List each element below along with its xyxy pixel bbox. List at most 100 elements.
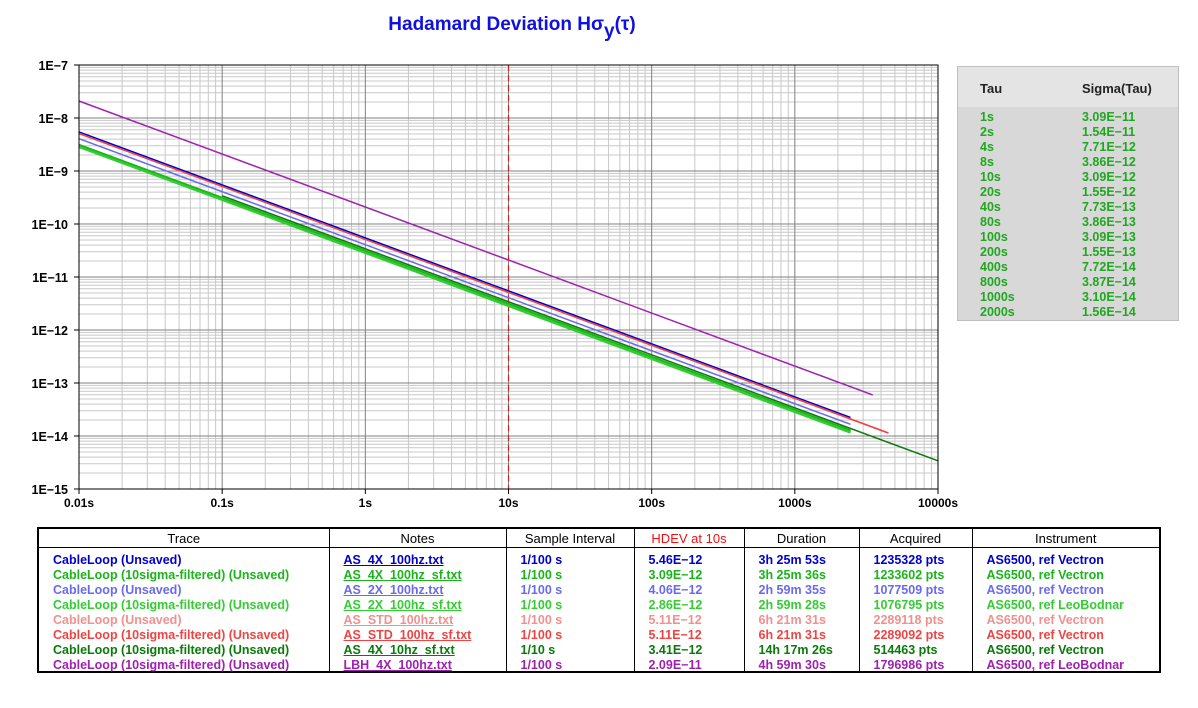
tau-row: 2000s 1.56E−14 [958,305,1178,320]
sigma-value: 1.56E−14 [1082,305,1136,319]
legend-cell-trace: CableLoop (10sigma-filtered) (Unsaved) [39,567,330,582]
sigma-value: 7.73E−13 [1082,200,1136,214]
legend-cell-hdev: 3.41E−12 [634,642,745,657]
series-line [78,145,851,434]
legend-cell-acquired: 1076795 pts [859,597,973,612]
y-tick-label: 1E−11 [32,271,68,285]
tau-row: 2s 1.54E−11 [958,125,1178,140]
legend-cell-instrument: AS6500, ref Vectron [986,552,1104,567]
legend-cell-hdev: 2.86E−12 [634,597,745,612]
legend-cell-notes: AS_STD_100hz.txt [329,612,507,627]
tau-value: 1000s [980,290,1015,304]
x-tick-label: 1000s [778,496,812,510]
tau-row: 1000s 3.10E−14 [958,290,1178,305]
legend-cell-duration: 6h 21m 31s [744,627,860,642]
legend-cell-hdev: 2.09E−11 [634,657,745,672]
tau-row: 8s 3.86E−12 [958,155,1178,170]
tau-row: 800s 3.87E−14 [958,275,1178,290]
legend-cell-interval: 1/100 s [506,597,635,612]
legend-col-acquired: Acquired [859,529,973,548]
x-tick-label: 0.1s [210,496,234,510]
series-line [78,132,889,434]
legend-cell-trace: CableLoop (Unsaved) [39,612,330,627]
sigma-header: Sigma(Tau) [1082,81,1152,96]
legend-cell-interval: 1/100 s [506,547,635,567]
sigma-value: 3.09E−13 [1082,230,1136,244]
x-tick-label: 10s [498,496,518,510]
legend-cell-duration: 2h 59m 35s [744,582,860,597]
x-tick-label: 0.01s [64,496,94,510]
tau-row: 200s 1.55E−13 [958,245,1178,260]
tau-row: 1s 3.09E−11 [958,110,1178,125]
series-line [78,143,851,432]
legend-col-duration: Duration [744,529,860,548]
tau-row: 40s 7.73E−13 [958,200,1178,215]
legend-cell-interval: 1/100 s [506,612,635,627]
tau-value: 40s [980,200,1001,214]
sigma-value: 3.86E−13 [1082,215,1136,229]
legend-cell-acquired: 1796986 pts [859,657,973,672]
legend-cell-trace: CableLoop (10sigma-filtered) (Unsaved) [39,642,330,657]
legend-cell-interval: 1/100 s [506,657,635,672]
legend-cell-duration: 3h 25m 36s [744,567,860,582]
y-tick-label: 1E−12 [32,324,69,338]
x-tick-label: 1s [359,496,373,510]
x-tick-label: 10000s [918,496,958,510]
legend-cell-acquired: 1235328 pts [859,547,973,567]
legend-cell-duration: 3h 25m 53s [744,547,860,567]
sigma-value: 1.55E−12 [1082,185,1136,199]
tau-header: Tau [980,81,1003,96]
tau-value: 2000s [980,305,1015,319]
legend-cell-trace: CableLoop (10sigma-filtered) (Unsaved) [39,657,330,672]
legend-cell-hdev: 5.11E−12 [634,627,745,642]
tau-row: 100s 3.09E−13 [958,230,1178,245]
tau-panel-header: Tau Sigma(Tau) [958,67,1178,107]
legend-cell-hdev: 5.11E−12 [634,612,745,627]
tau-value: 1s [980,110,994,124]
legend-cell-notes: LBH_4X_100hz.txt [329,657,507,672]
legend-cell-acquired: 514463 pts [859,642,973,657]
legend-cell-notes: AS_4X_100hz_sf.txt [329,567,507,582]
y-tick-label: 1E−10 [32,218,69,232]
legend-cell-hdev: 5.46E−12 [634,547,745,567]
tau-sigma-panel: Tau Sigma(Tau) 1s 3.09E−11 2s 1.54E−11 4s 7.7… [957,66,1179,321]
legend-row: CableLoop (10sigma-filtered) (Unsaved) AS… [39,627,1159,642]
legend-cell-duration: 14h 17m 26s [744,642,860,657]
series-line [221,195,939,462]
legend-cell-instrument: AS6500, ref LeoBodnar [986,597,1125,612]
legend-cell-interval: 1/10 s [506,642,635,657]
sigma-value: 1.54E−11 [1082,125,1136,139]
y-tick-label: 1E−14 [32,430,69,444]
legend-cell-acquired: 1077509 pts [859,582,973,597]
legend-cell-instrument: AS6500, ref Vectron [986,627,1104,642]
legend-cell-trace: CableLoop (10sigma-filtered) (Unsaved) [39,627,330,642]
legend-cell-instrument: AS6500, ref Vectron [986,567,1104,582]
sigma-value: 3.09E−11 [1082,110,1136,124]
tau-value: 4s [980,140,994,154]
sigma-value: 1.55E−13 [1082,245,1136,259]
sigma-value: 7.71E−12 [1082,140,1136,154]
legend-cell-acquired: 2289092 pts [859,627,973,642]
series-line [78,131,851,419]
legend-row: CableLoop (10sigma-filtered) (Unsaved) AS… [39,597,1159,612]
legend-cell-instrument: AS6500, ref Vectron [986,582,1104,597]
y-tick-label: 1E−9 [38,165,68,179]
legend-row: CableLoop (10sigma-filtered) (Unsaved) AS… [39,642,1159,657]
legend-cell-acquired: 1233602 pts [859,567,973,582]
hdev-chart: 0.01s 0.1s 1s 10s 100s 1000s 10000s 1E−7 1E−8 1E−… [32,59,959,510]
sigma-value: 7.72E−14 [1082,260,1136,274]
legend-cell-duration: 2h 59m 28s [744,597,860,612]
tau-row: 400s 7.72E−14 [958,260,1178,275]
legend-cell-hdev: 3.09E−12 [634,567,745,582]
legend-cell-duration: 6h 21m 31s [744,612,860,627]
tau-value: 8s [980,155,994,169]
x-tick-label: 100s [638,496,665,510]
legend-col-instrument: Instrument [972,529,1159,548]
legend-cell-acquired: 2289118 pts [859,612,973,627]
legend-cell-interval: 1/100 s [506,582,635,597]
legend-cell-interval: 1/100 s [506,567,635,582]
tau-value: 80s [980,215,1001,229]
tau-rows: 1s 3.09E−11 2s 1.54E−11 4s 7.71E−12 8s 3.86E−12… [958,107,1178,320]
y-tick-label: 1E−13 [32,377,69,391]
chart-title-sub: y [604,21,615,42]
